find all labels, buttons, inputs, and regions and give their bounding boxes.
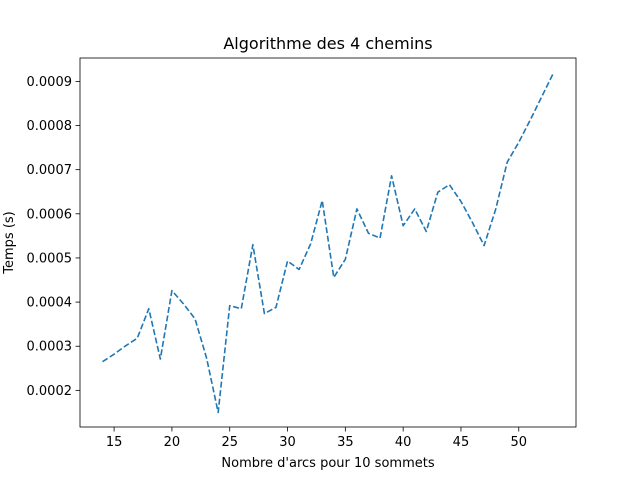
x-tick-label: 35	[337, 435, 354, 450]
x-tick-label: 20	[164, 435, 181, 450]
x-tick-label: 45	[453, 435, 470, 450]
chart-title: Algorithme des 4 chemins	[223, 34, 432, 53]
y-tick-label: 0.0002	[27, 384, 73, 399]
x-tick-label: 50	[510, 435, 527, 450]
x-tick-label: 15	[106, 435, 123, 450]
y-tick-label: 0.0008	[27, 119, 73, 134]
x-tick-label: 40	[395, 435, 412, 450]
series-group	[102, 72, 555, 414]
y-axis-label: Temps (s)	[2, 211, 17, 274]
plot-frame	[79, 57, 577, 428]
y-tick-label: 0.0007	[27, 163, 73, 178]
x-tick-label: 25	[221, 435, 238, 450]
y-tick-label: 0.0003	[27, 340, 73, 355]
x-tick-label: 30	[279, 435, 296, 450]
series-line	[102, 72, 555, 414]
ticks-group: 15 20 25 30 35 40 45 50 0.0002 0.0003 0.0004 0.0005…	[27, 75, 528, 450]
y-tick-label: 0.0009	[27, 75, 73, 90]
x-axis-label: Nombre d'arcs pour 10 sommets	[221, 456, 434, 471]
y-tick-label: 0.0006	[27, 207, 73, 222]
y-tick-label: 0.0004	[27, 296, 73, 311]
y-tick-label: 0.0005	[27, 251, 73, 266]
